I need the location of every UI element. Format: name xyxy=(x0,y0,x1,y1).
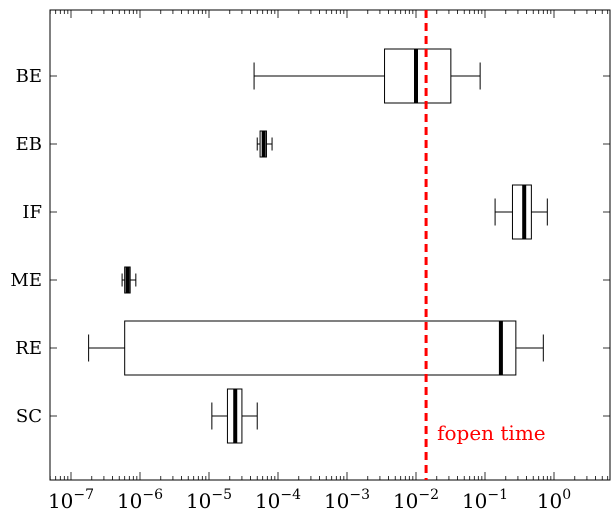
plot-frame xyxy=(49,9,611,481)
box-if xyxy=(494,184,548,240)
x-tick-label: 10−6 xyxy=(117,487,163,513)
box-eb xyxy=(256,130,273,158)
box-be xyxy=(253,48,481,104)
x-tick-label: 10−4 xyxy=(255,487,301,513)
x-tick-label: 100 xyxy=(537,487,571,513)
category-label: ME xyxy=(10,270,42,291)
category-label: RE xyxy=(15,338,42,359)
category-label: IF xyxy=(22,202,42,223)
x-tick-label: 10−1 xyxy=(462,487,508,513)
box-re xyxy=(88,320,544,376)
x-axis-ticks xyxy=(49,10,609,480)
x-tick-label: 10−3 xyxy=(324,487,370,513)
x-tick-label: 10−7 xyxy=(48,487,94,513)
category-label: SC xyxy=(16,406,42,427)
iqr-box xyxy=(124,320,517,376)
box-sc xyxy=(211,388,258,444)
iqr-box xyxy=(511,184,532,240)
category-label: EB xyxy=(16,134,42,155)
fopen-time-label: fopen time xyxy=(437,421,546,445)
category-label: BE xyxy=(16,66,42,87)
box-me xyxy=(121,266,137,294)
x-tick-label: 10−2 xyxy=(393,487,439,513)
x-tick-label: 10−5 xyxy=(186,487,232,513)
